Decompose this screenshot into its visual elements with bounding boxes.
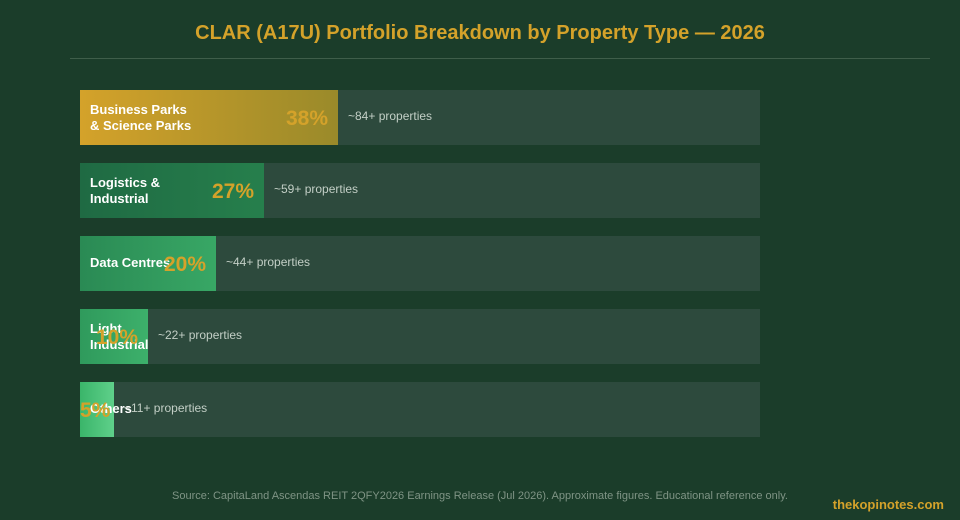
value-label: 10% xyxy=(95,326,138,349)
value-label: 38% xyxy=(285,107,328,130)
property-count-label: ~44+ properties xyxy=(226,255,311,269)
bar xyxy=(80,382,114,437)
bar-track: Logistics & Industrial 27% ~59+ properties xyxy=(80,163,760,218)
bar xyxy=(80,309,148,364)
value-label: 5% xyxy=(80,399,111,422)
source-note: Source: CapitaLand Ascendas REIT 2QFY202… xyxy=(172,490,788,502)
bar xyxy=(80,90,338,145)
bar xyxy=(80,236,216,291)
bar xyxy=(80,163,264,218)
chart-title: CLAR (A17U) Portfolio Breakdown by Prope… xyxy=(195,22,765,44)
category-label: Others xyxy=(90,401,132,416)
category-label: Business Parks & Science Parks xyxy=(90,102,192,133)
watermark: thekopinotes.com xyxy=(832,497,944,512)
category-label: Data Centres xyxy=(90,255,171,270)
category-label: Light Industrial xyxy=(90,321,149,352)
property-count-label: ~84+ properties xyxy=(348,109,433,123)
property-count-label: ~22+ properties xyxy=(158,328,243,342)
bar-track: Data Centres 20% ~44+ properties xyxy=(80,236,760,291)
value-label: 20% xyxy=(163,253,206,276)
bar-track: Light Industrial 10% ~22+ properties xyxy=(80,309,760,364)
category-label: Logistics & Industrial xyxy=(90,175,161,206)
bar-track: Business Parks & Science Parks 38% ~84+ pr… xyxy=(80,90,760,145)
bar-track: Others 5% ~11+ properties xyxy=(80,382,760,437)
value-label: 27% xyxy=(211,180,254,203)
property-count-label: ~11+ properties xyxy=(124,401,208,415)
property-count-label: ~59+ properties xyxy=(274,182,359,196)
title-divider xyxy=(70,58,930,59)
